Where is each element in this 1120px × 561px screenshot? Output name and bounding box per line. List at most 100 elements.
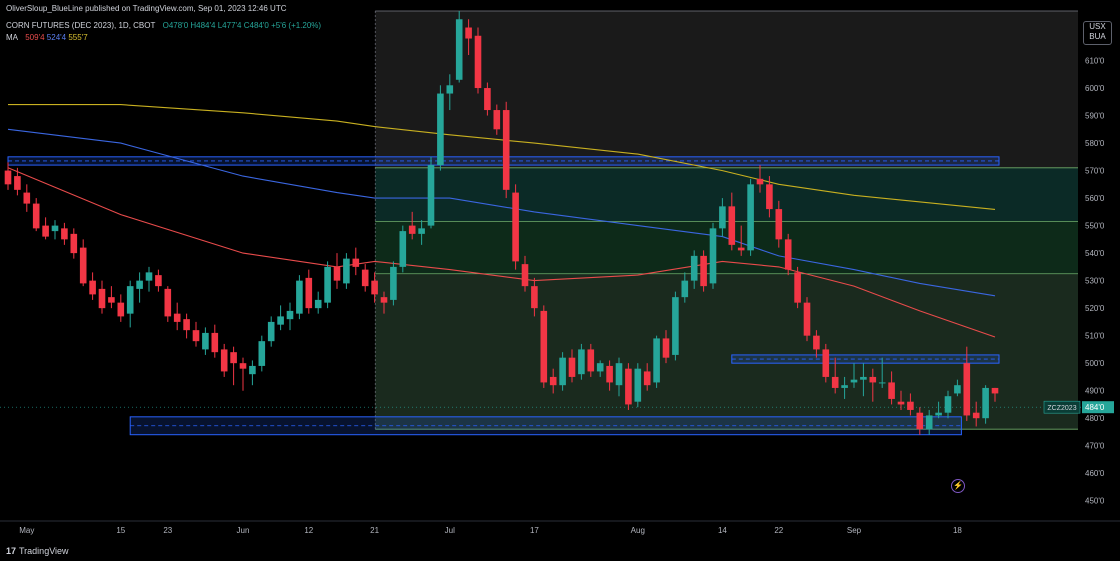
- candle-body: [625, 368, 632, 405]
- candle-body: [183, 319, 190, 331]
- y-tick-label: 560'0: [1085, 194, 1105, 203]
- low-value: L477'4: [217, 21, 242, 30]
- candle-body: [437, 93, 444, 166]
- candle-body: [277, 316, 284, 325]
- candle-body: [728, 206, 736, 245]
- candle-body: [258, 341, 266, 366]
- candle-body: [709, 228, 717, 284]
- candle-body: [784, 239, 792, 270]
- lightning-icon[interactable]: ⚡: [951, 479, 965, 493]
- candle-body: [164, 288, 172, 317]
- y-tick-label: 520'0: [1085, 304, 1105, 313]
- x-tick-label: 12: [304, 526, 313, 535]
- x-tick-label: Aug: [631, 526, 645, 535]
- y-tick-label: 610'0: [1085, 57, 1105, 66]
- x-tick-label: 17: [530, 526, 539, 535]
- candle-body: [747, 184, 754, 251]
- symbol-title[interactable]: CORN FUTURES (DEC 2023), 1D, CBOT: [6, 21, 156, 30]
- candle-body: [954, 385, 961, 394]
- candle-body: [145, 272, 153, 281]
- candle-body: [672, 297, 679, 355]
- candle-body: [888, 382, 895, 399]
- y-tick-label: 490'0: [1085, 387, 1105, 396]
- y-tick-label: 470'0: [1085, 442, 1105, 451]
- candle-body: [324, 266, 331, 303]
- candle-body: [813, 335, 820, 350]
- candle-body: [521, 264, 529, 287]
- candle-body: [305, 277, 313, 309]
- candle-body: [549, 376, 557, 386]
- candle-body: [681, 280, 689, 298]
- ma-legend[interactable]: MA 509'4 524'4 555'7: [6, 33, 88, 42]
- candle-body: [559, 357, 566, 386]
- candle-body: [14, 176, 21, 190]
- candle-body: [117, 302, 125, 317]
- candle-body: [98, 288, 106, 309]
- candle-body: [173, 313, 181, 322]
- ticker-tag-label: ZCZ2023: [1047, 405, 1076, 412]
- y-tick-label: 570'0: [1085, 167, 1105, 176]
- candle-body: [972, 412, 980, 419]
- candle-body: [982, 387, 989, 419]
- candle-body: [653, 338, 660, 383]
- candle-body: [690, 255, 698, 281]
- y-tick-label: 550'0: [1085, 222, 1105, 231]
- candle-body: [869, 376, 877, 383]
- candle-body: [42, 225, 49, 237]
- ma-label: MA: [6, 33, 18, 42]
- candle-body: [296, 280, 303, 314]
- candle-body: [32, 203, 40, 229]
- x-tick-label: 23: [163, 526, 172, 535]
- candle-body: [155, 275, 162, 287]
- candle-body: [775, 209, 783, 240]
- candle-body: [126, 286, 134, 314]
- candle-body: [916, 412, 924, 430]
- candle-body: [860, 376, 867, 380]
- candle-body: [390, 266, 397, 300]
- y-tick-label: 580'0: [1085, 139, 1105, 148]
- candle-body: [61, 228, 68, 240]
- candle-body: [803, 302, 811, 336]
- candle-body: [418, 228, 425, 234]
- candle-body: [136, 280, 143, 289]
- candle-body: [700, 255, 707, 287]
- open-value: O478'0: [162, 21, 189, 30]
- candle-body: [89, 280, 96, 295]
- x-tick-label: May: [19, 526, 34, 535]
- x-tick-label: Jul: [445, 526, 455, 535]
- x-tick-label: 15: [116, 526, 125, 535]
- x-tick-label: Jun: [237, 526, 250, 535]
- candle-body: [662, 338, 670, 358]
- x-tick-label: 14: [718, 526, 727, 535]
- price-tag-label: 484'0: [1085, 403, 1105, 412]
- candle-body: [220, 349, 228, 372]
- ticker-tag-box: [1043, 400, 1081, 414]
- publisher-line: OliverSloup_BlueLine published on Tradin…: [6, 4, 287, 13]
- candle-body: [239, 363, 247, 369]
- candles: [4, 11, 999, 435]
- ma-line-2: [7, 128, 996, 297]
- x-tick-label: Sep: [847, 526, 862, 535]
- candle-body: [756, 178, 764, 185]
- candle-body: [4, 170, 12, 185]
- price-unit-button[interactable]: USX BUA: [1083, 21, 1112, 45]
- candle-body: [427, 165, 435, 226]
- candle-body: [841, 385, 848, 388]
- y-tick-label: 530'0: [1085, 277, 1105, 286]
- candle-body: [606, 365, 613, 383]
- candle-body: [822, 349, 830, 377]
- candle-body: [108, 297, 115, 303]
- tradingview-logo[interactable]: 17 TradingView: [6, 546, 69, 556]
- candle-body: [202, 332, 209, 350]
- y-tick-label: 600'0: [1085, 84, 1105, 93]
- candle-body: [850, 379, 858, 383]
- candle-body: [878, 382, 886, 384]
- x-tick-label: 18: [953, 526, 962, 535]
- candle-body: [897, 401, 905, 405]
- change-value: +5'6 (+1.20%): [271, 21, 322, 30]
- candle-body: [925, 415, 933, 430]
- candle-body: [192, 330, 200, 342]
- tv-logo-text: TradingView: [19, 546, 69, 556]
